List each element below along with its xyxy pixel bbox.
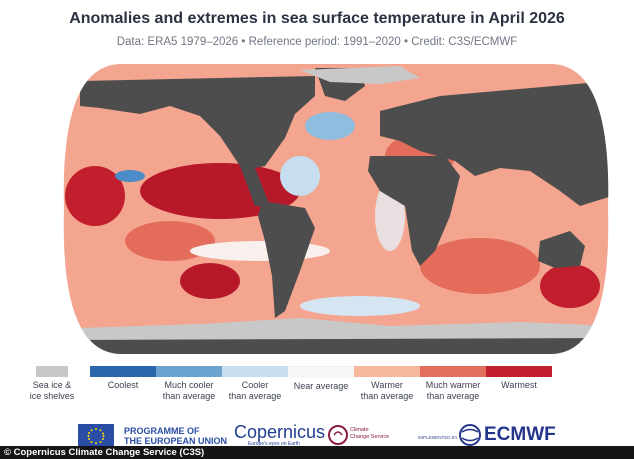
sea-ice-band: [63, 318, 609, 340]
north-america-land: [80, 76, 315, 206]
cooler-patch: [300, 296, 420, 316]
cooler-patch: [280, 156, 320, 196]
legend-item-much-warmer: Much warmer than average: [420, 366, 486, 402]
coolest-patch: [115, 170, 145, 182]
legend-label-warmer: Warmer than average: [360, 380, 414, 401]
africa-land: [368, 156, 460, 266]
legend-item-warmer: Warmer than average: [354, 366, 420, 402]
eurasia-land: [380, 81, 609, 206]
legend-label-warmest: Warmest: [501, 380, 537, 390]
legend-label-much-warmer: Much warmer than average: [425, 380, 481, 401]
legend-swatch-cooler: [222, 366, 288, 377]
legend-item-warmest: Warmest: [486, 366, 552, 391]
implemented-by-text: IMPLEMENTED BY: [418, 435, 458, 440]
partner-logos: PROGRAMME OF THE EUROPEAN UNION Copernic…: [0, 418, 634, 450]
world-map: [60, 56, 612, 362]
eu-flag-icon: [78, 424, 114, 448]
legend-label-cooler: Cooler than average: [228, 380, 282, 401]
much-warmer-patch: [420, 238, 540, 294]
cooler-patch: [305, 112, 355, 140]
legend-item-near-average: Near average: [288, 366, 354, 392]
legend-swatch-much-warmer: [420, 366, 486, 377]
legend-swatch-much-cooler: [156, 366, 222, 377]
legend-item-coolest: Coolest: [90, 366, 156, 391]
legend-swatch-coolest: [90, 366, 156, 377]
legend-swatch-near-average: [288, 366, 354, 378]
warmest-patch: [540, 264, 600, 308]
warmest-patch: [65, 166, 125, 226]
copernicus-logo: Copernicus: [234, 422, 326, 442]
legend-label-much-cooler: Much cooler than average: [162, 380, 216, 401]
ecmwf-logo-text: ECMWF: [484, 424, 556, 445]
ecmwf-logo-icon: [458, 424, 482, 451]
legend-label-sea-ice: Sea ice & ice shelves: [29, 380, 75, 401]
warmest-patch: [180, 263, 240, 299]
map-subtitle: Data: ERA5 1979–2026 • Reference period:…: [116, 36, 518, 48]
c3s-logo-icon: [328, 424, 348, 451]
c3s-text: Climate Change Service: [350, 427, 390, 440]
antarctica-land: [63, 334, 609, 354]
legend-swatch-warmer: [354, 366, 420, 377]
eu-programme-text: PROGRAMME OF THE EUROPEAN UNION: [124, 426, 228, 446]
map-title: Anomalies and extremes in sea surface te…: [69, 10, 565, 27]
map-legend: Sea ice & ice shelves Coolest Much coole…: [0, 366, 634, 416]
sst-anomaly-map: [63, 64, 609, 354]
legend-swatch-sea-ice: [36, 366, 68, 377]
image-credit: © Copernicus Climate Change Service (C3S…: [0, 446, 634, 459]
legend-item-cooler: Cooler than average: [222, 366, 288, 402]
legend-label-coolest: Coolest: [107, 380, 139, 390]
legend-item-much-cooler: Much cooler than average: [156, 366, 222, 402]
legend-item-sea-ice: Sea ice & ice shelves: [26, 366, 78, 402]
copernicus-tagline: Europe's eyes on Earth: [248, 441, 300, 447]
south-america-land: [258, 201, 315, 318]
arctic-sea-ice: [300, 66, 420, 84]
australia-land: [538, 231, 585, 268]
legend-label-near-average: Near average: [293, 381, 349, 391]
legend-swatch-warmest: [486, 366, 552, 377]
